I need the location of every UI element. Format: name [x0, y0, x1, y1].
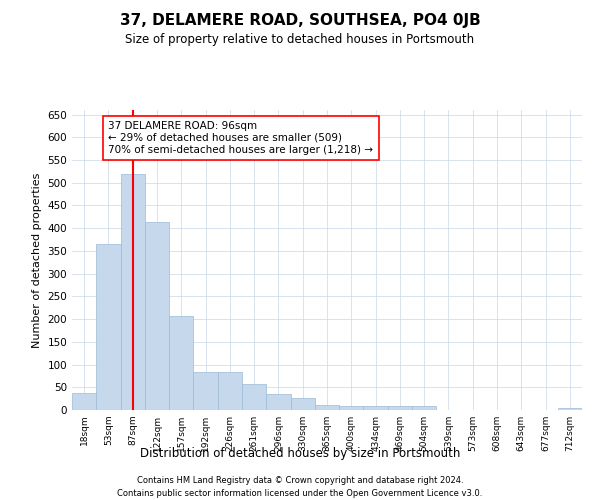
Text: Distribution of detached houses by size in Portsmouth: Distribution of detached houses by size …	[140, 448, 460, 460]
Bar	[169, 316, 193, 410]
Bar	[388, 406, 412, 410]
Bar	[242, 384, 266, 410]
Bar	[412, 406, 436, 410]
Text: 37, DELAMERE ROAD, SOUTHSEA, PO4 0JB: 37, DELAMERE ROAD, SOUTHSEA, PO4 0JB	[119, 12, 481, 28]
Bar	[558, 408, 582, 410]
Text: Size of property relative to detached houses in Portsmouth: Size of property relative to detached ho…	[125, 32, 475, 46]
Bar	[193, 372, 218, 410]
Text: Contains HM Land Registry data © Crown copyright and database right 2024.: Contains HM Land Registry data © Crown c…	[137, 476, 463, 485]
Bar	[364, 406, 388, 410]
Bar	[290, 398, 315, 410]
Bar	[72, 393, 96, 410]
Bar	[266, 394, 290, 410]
Bar	[218, 372, 242, 410]
Y-axis label: Number of detached properties: Number of detached properties	[32, 172, 42, 348]
Text: Contains public sector information licensed under the Open Government Licence v3: Contains public sector information licen…	[118, 489, 482, 498]
Text: 37 DELAMERE ROAD: 96sqm
← 29% of detached houses are smaller (509)
70% of semi-d: 37 DELAMERE ROAD: 96sqm ← 29% of detache…	[109, 122, 373, 154]
Bar	[145, 222, 169, 410]
Bar	[315, 404, 339, 410]
Bar	[96, 244, 121, 410]
Bar	[121, 174, 145, 410]
Bar	[339, 406, 364, 410]
